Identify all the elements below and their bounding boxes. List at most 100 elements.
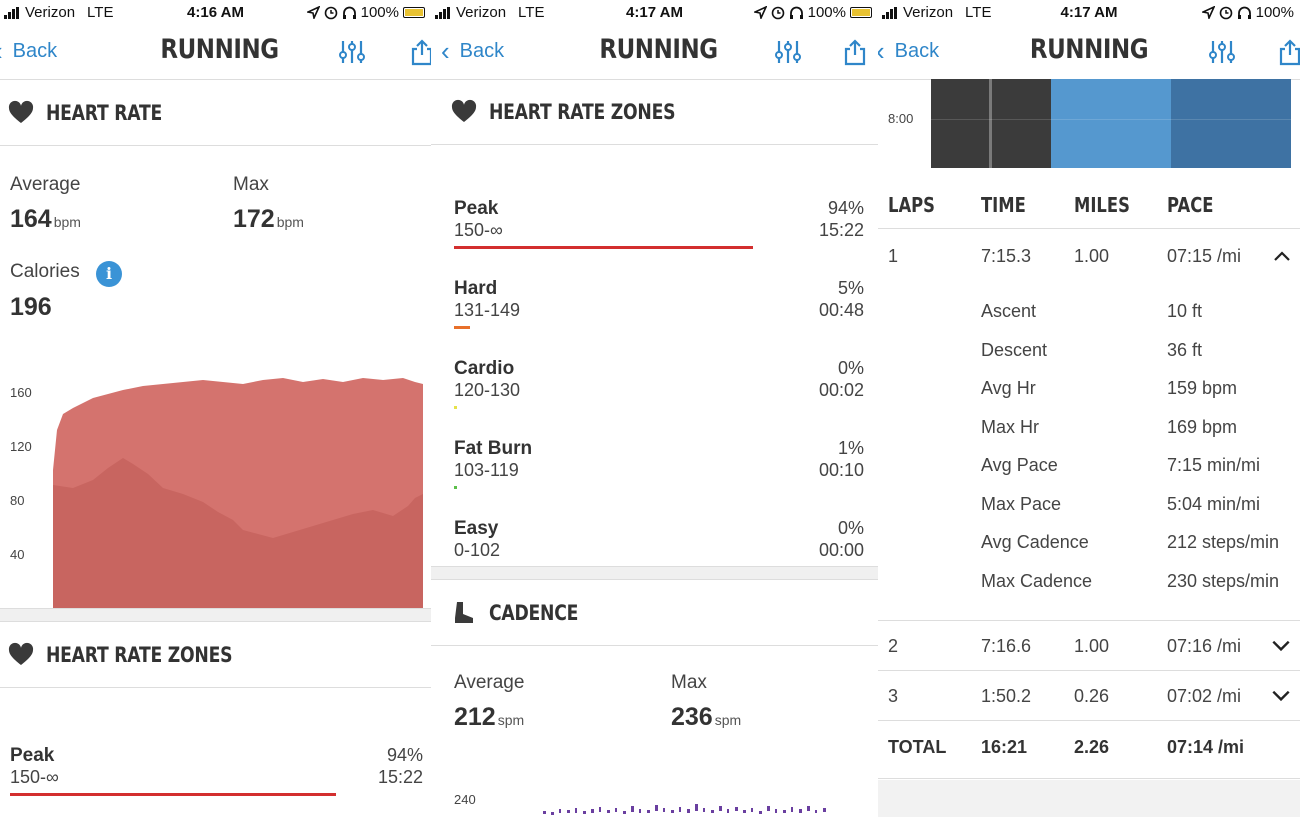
zone-time: 15:22	[818, 220, 864, 240]
back-button[interactable]: ‹ Back	[878, 38, 939, 64]
chevron-down-icon[interactable]	[1270, 634, 1292, 656]
status-bar: Verizon LTE 4:16 AM 100%	[0, 0, 431, 28]
zone-time: 00:48	[818, 300, 864, 320]
total-label: TOTAL	[888, 737, 947, 757]
share-icon[interactable]	[841, 38, 869, 66]
lap-row-3[interactable]: 3 1:50.2 0.26 07:02 /mi	[878, 671, 1300, 721]
nav-bar: ‹ Back RUNNING	[878, 28, 1300, 80]
detail-value: 7:15 min/mi	[1167, 455, 1261, 475]
section-title: CADENCE	[489, 600, 579, 625]
page-title: RUNNING	[1029, 34, 1149, 65]
y-tick-label: 160	[10, 385, 32, 400]
footer-area	[878, 780, 1300, 817]
chevron-down-icon[interactable]	[1270, 684, 1292, 706]
divider	[0, 608, 431, 622]
laps-table-header: LAPS TIME MILES PACE	[878, 185, 1300, 229]
zone-range: 120-130	[454, 380, 521, 400]
zone-hard: Hard 131-149 5% 00:48	[454, 278, 864, 358]
pace-bar-marker	[989, 79, 992, 168]
col-miles: MILES	[1074, 193, 1130, 217]
zone-time: 00:10	[818, 460, 864, 480]
max-unit: bpm	[276, 214, 304, 230]
nav-bar: ‹ Back RUNNING	[431, 28, 878, 80]
lap-time: 1:50.2	[981, 686, 1032, 706]
signal-icon	[882, 6, 897, 19]
zone-peak: Peak 150-∞ 94% 15:22	[10, 745, 423, 817]
average-unit: spm	[497, 712, 525, 728]
lap-pace: 07:16 /mi	[1167, 636, 1242, 656]
carrier: Verizon	[903, 4, 954, 21]
location-icon	[1201, 6, 1215, 19]
share-icon[interactable]	[1276, 38, 1300, 66]
zone-range: 103-119	[454, 460, 519, 480]
battery-percent: 100%	[1255, 4, 1294, 21]
zone-name: Cardio	[454, 358, 515, 379]
lap-miles: 1.00	[1074, 246, 1110, 266]
filter-sliders-icon[interactable]	[1208, 38, 1236, 66]
filter-sliders-icon[interactable]	[338, 38, 366, 66]
lap-miles: 0.26	[1074, 686, 1110, 706]
y-tick-label: 8:00	[888, 111, 914, 126]
zone-bar	[454, 486, 457, 489]
cadence-chart	[543, 804, 826, 815]
detail-label: Avg Cadence	[981, 532, 1089, 552]
chevron-up-icon[interactable]	[1272, 246, 1292, 266]
heart-rate-header: HEART RATE	[0, 80, 431, 146]
pace-overlay-area	[53, 458, 423, 610]
average-value: 164 bpm	[10, 205, 81, 234]
zone-range: 150-∞	[454, 220, 503, 240]
gridline	[931, 119, 1291, 120]
detail-label: Max Pace	[981, 494, 1062, 514]
zone-percent: 0%	[837, 518, 864, 538]
clock: 4:16 AM	[187, 4, 244, 21]
zone-range: 0-102	[454, 540, 501, 560]
lap-row-2[interactable]: 2 7:16.6 1.00 07:16 /mi	[878, 621, 1300, 671]
clock: 4:17 AM	[1060, 4, 1118, 21]
lap-time: 7:15.3	[981, 246, 1032, 266]
headphones-icon	[1237, 6, 1251, 19]
battery-percent: 100%	[360, 4, 399, 21]
average-value: 212 spm	[454, 703, 524, 732]
max-label: Max	[671, 672, 707, 693]
detail-value: 5:04 min/mi	[1167, 494, 1261, 514]
detail-label: Avg Pace	[981, 455, 1058, 475]
col-laps: LAPS	[888, 193, 935, 217]
zone-peak: Peak 150-∞ 94% 15:22	[454, 198, 864, 278]
zone-bar	[454, 246, 753, 249]
info-icon[interactable]: i	[96, 261, 122, 287]
heart-icon	[451, 99, 477, 122]
heart-icon	[8, 642, 34, 665]
average-label: Average	[454, 672, 525, 693]
average-label: Average	[10, 174, 81, 195]
y-tick-label: 120	[10, 439, 32, 454]
zone-range: 150-∞	[10, 767, 59, 787]
cadence-header: CADENCE	[431, 580, 878, 646]
headphones-icon	[342, 6, 356, 19]
zone-easy: Easy 0-102 0% 00:00	[454, 518, 864, 598]
zone-percent: 1%	[837, 438, 864, 458]
zone-fat-burn: Fat Burn 103-119 1% 00:10	[454, 438, 864, 518]
total-time: 16:21	[981, 737, 1028, 757]
average-unit: bpm	[53, 214, 81, 230]
status-bar: Verizon LTE 4:17 AM 100%	[878, 0, 1300, 28]
back-button[interactable]: ‹ Back	[441, 38, 504, 64]
lap-row-1[interactable]: 1 7:15.3 1.00 07:15 /mi Ascent 10 ft Des…	[878, 229, 1300, 621]
filter-sliders-icon[interactable]	[774, 38, 802, 66]
clock: 4:17 AM	[626, 4, 683, 21]
heart-icon	[8, 100, 34, 123]
alarm-icon	[324, 6, 337, 19]
back-button[interactable]: ‹ Back	[0, 38, 57, 64]
average-number: 164	[10, 205, 52, 233]
detail-label: Max Hr	[981, 417, 1039, 437]
heart-rate-zones-header: HEART RATE ZONES	[431, 79, 878, 145]
lap-miles: 1.00	[1074, 636, 1110, 656]
zone-time: 00:00	[818, 540, 864, 560]
zones-list: Peak 150-∞ 94% 15:22 Hard 131-149 5% 00:…	[454, 198, 864, 568]
back-label: Back	[459, 39, 505, 62]
zone-bar	[10, 793, 336, 796]
section-title: HEART RATE	[46, 100, 163, 125]
lap-number: 3	[888, 686, 899, 706]
chevron-left-icon: ‹	[0, 38, 3, 64]
detail-value: 169 bpm	[1167, 417, 1238, 437]
share-icon[interactable]	[408, 38, 431, 66]
